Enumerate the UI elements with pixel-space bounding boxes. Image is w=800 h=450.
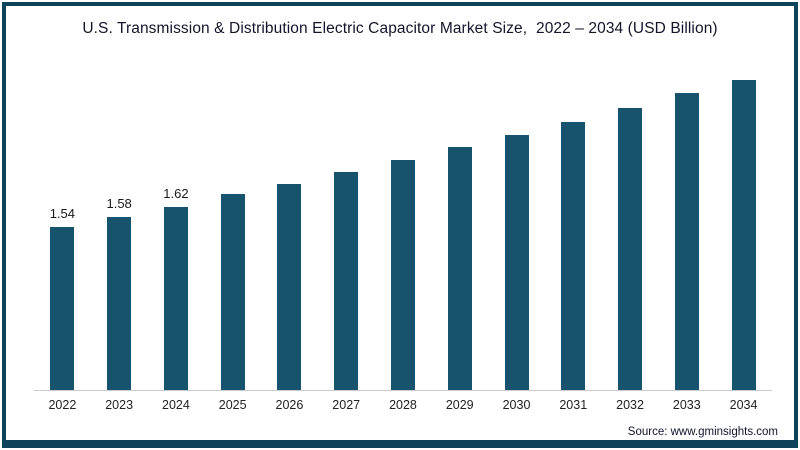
bar-group-2028 — [375, 68, 432, 390]
x-tick-label-2027: 2027 — [332, 398, 361, 412]
bar-2025 — [220, 194, 245, 390]
x-tick-label-2034: 2034 — [729, 398, 758, 412]
x-tick-label-2024: 2024 — [162, 398, 190, 412]
bar-2022 — [50, 227, 75, 390]
source-credit: Source: www.gminsights.com — [627, 426, 778, 438]
x-tick-label-2028: 2028 — [389, 398, 417, 412]
bar-group-2031 — [545, 68, 602, 390]
bar-2033 — [674, 93, 699, 390]
x-tick-label-2031: 2031 — [559, 398, 588, 412]
bar-value-label: 1.62 — [163, 186, 189, 201]
chart-title: U.S. Transmission & Distribution Electri… — [82, 20, 718, 37]
bar-value-label: 1.54 — [49, 206, 76, 221]
bar-2032 — [618, 108, 643, 390]
bar-group-2024: 1.62 — [148, 68, 205, 390]
bar-group-2033 — [658, 68, 715, 390]
x-tick-label-2029: 2029 — [445, 398, 474, 412]
x-tick-label-2030: 2030 — [502, 398, 531, 412]
bar-2034 — [731, 80, 756, 390]
x-tick-label-2023: 2023 — [105, 398, 134, 412]
bar-value-label: 1.58 — [106, 196, 132, 211]
bar-group-2029 — [431, 68, 488, 390]
bar-group-2027 — [318, 68, 375, 390]
bar-group-2025 — [204, 68, 261, 390]
x-tick-label-2025: 2025 — [218, 398, 247, 412]
x-tick-label-2026: 2026 — [275, 398, 304, 412]
bar-group-2030 — [488, 68, 545, 390]
bar-2029 — [447, 147, 472, 390]
bar-group-2022: 1.54 — [34, 68, 91, 390]
bar-group-2026 — [261, 68, 318, 390]
bars-row: 1.54 1.58 1.62 — [34, 68, 772, 391]
x-tick-label-2032: 2032 — [616, 398, 644, 412]
bar-2031 — [561, 122, 586, 390]
bar-2030 — [504, 135, 529, 390]
x-tick-label-2022: 2022 — [48, 398, 77, 412]
bar-2026 — [277, 184, 302, 390]
bar-2024 — [163, 207, 188, 390]
bar-group-2023: 1.58 — [91, 68, 148, 390]
bar-group-2032 — [602, 68, 659, 390]
bar-group-2034 — [715, 68, 772, 390]
bar-2028 — [390, 160, 415, 390]
bar-2027 — [334, 172, 359, 390]
x-axis-labels: 2022 2023 2024 2025 2026 2027 2028 2029 2030 2031… — [34, 398, 772, 412]
plot-area: 1.54 1.58 1.62 2022 2023 2024 2025 2026 2027 202… — [34, 68, 772, 412]
bar-2023 — [107, 217, 132, 390]
x-tick-label-2033: 2033 — [672, 398, 701, 412]
